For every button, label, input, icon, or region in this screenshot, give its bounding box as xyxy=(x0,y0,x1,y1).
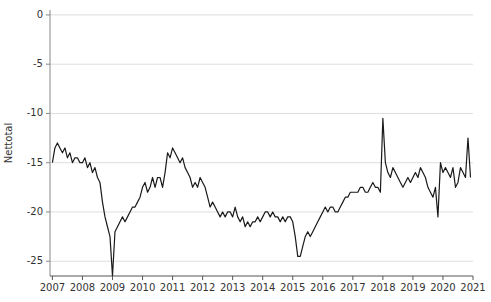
x-tick-label: 2017 xyxy=(340,282,365,293)
x-tick-label: 2012 xyxy=(190,282,215,293)
y-axis: 0 -5 -10 -15 -20 -25 xyxy=(27,9,50,276)
x-tick xyxy=(262,276,263,280)
x-tick-label: 2015 xyxy=(280,282,305,293)
x-tick xyxy=(352,276,353,280)
y-axis-line xyxy=(50,10,51,276)
x-tick-label: 2011 xyxy=(160,282,185,293)
y-tick-label: -15 xyxy=(27,157,43,168)
x-tick-label: 2009 xyxy=(100,282,125,293)
x-tick xyxy=(442,276,443,280)
x-tick xyxy=(172,276,173,280)
x-axis: 2007 2008 2009 2010 2011 2012 2013 2014 2015 2016… xyxy=(40,276,486,293)
grid-line xyxy=(50,64,473,65)
x-tick xyxy=(292,276,293,280)
x-tick xyxy=(52,276,53,280)
x-tick-label: 2016 xyxy=(310,282,335,293)
x-tick-label: 2007 xyxy=(40,282,65,293)
y-tick-label: -5 xyxy=(33,58,43,69)
y-tick-label: -10 xyxy=(27,107,43,118)
y-tick-label: -20 xyxy=(27,206,43,217)
grid xyxy=(50,15,473,261)
grid-line xyxy=(50,113,473,114)
grid-line xyxy=(50,211,473,212)
x-tick-label: 2021 xyxy=(460,282,485,293)
x-tick-label: 2019 xyxy=(400,282,425,293)
y-tick-label: -25 xyxy=(27,255,43,266)
y-tick xyxy=(46,211,50,212)
x-tick xyxy=(322,276,323,280)
chart: 0-5-10-15-20-252007200820092010201120122… xyxy=(0,0,491,302)
x-tick-label: 2010 xyxy=(130,282,155,293)
data-line xyxy=(52,118,470,276)
x-tick-label: 2018 xyxy=(370,282,395,293)
y-tick xyxy=(46,113,50,114)
plot-area xyxy=(52,118,470,276)
x-tick xyxy=(112,276,113,280)
x-tick-label: 2020 xyxy=(430,282,455,293)
y-tick xyxy=(46,162,50,163)
x-tick xyxy=(142,276,143,280)
x-tick xyxy=(473,276,474,280)
x-axis-line xyxy=(50,276,473,277)
x-tick xyxy=(82,276,83,280)
x-tick-label: 2014 xyxy=(250,282,275,293)
grid-line xyxy=(50,14,473,15)
y-axis-label: Nettotal xyxy=(3,123,14,163)
x-tick xyxy=(202,276,203,280)
x-tick xyxy=(382,276,383,280)
chart-container: 0-5-10-15-20-252007200820092010201120122… xyxy=(0,0,491,302)
x-tick xyxy=(412,276,413,280)
grid-line xyxy=(50,162,473,163)
y-tick-label: 0 xyxy=(37,9,43,20)
y-tick xyxy=(46,14,50,15)
x-tick xyxy=(232,276,233,280)
y-tick xyxy=(46,64,50,65)
x-tick-label: 2008 xyxy=(70,282,95,293)
x-tick-label: 2013 xyxy=(220,282,245,293)
y-tick xyxy=(46,261,50,262)
